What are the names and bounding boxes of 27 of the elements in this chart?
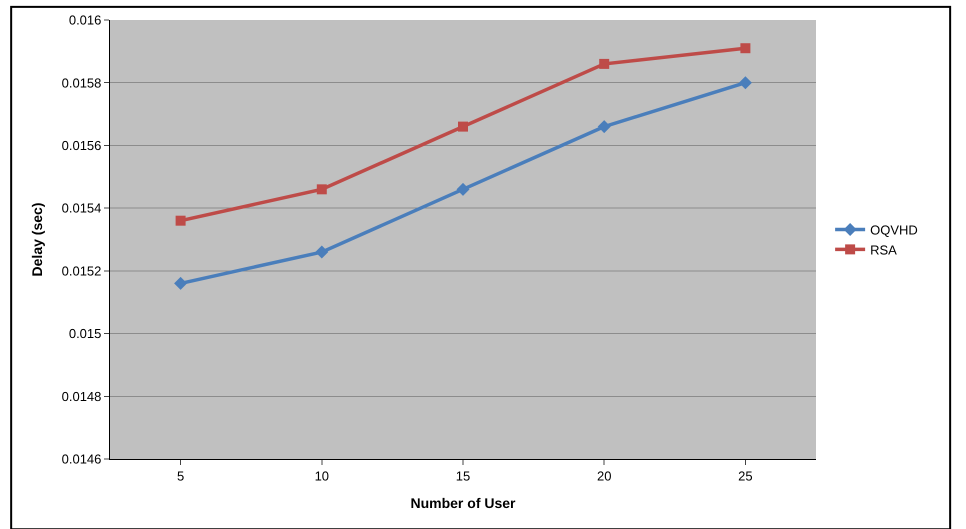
point — [456, 182, 470, 196]
point — [176, 216, 186, 226]
y-tick-label: 0.0158 — [62, 75, 102, 90]
y-tick-label: 0.0152 — [62, 263, 102, 278]
y-tick-label: 0.015 — [68, 326, 102, 342]
point — [174, 276, 188, 290]
x-tick-label: 20 — [596, 468, 612, 484]
point — [316, 184, 327, 194]
y-tick-label: 0.016 — [68, 12, 102, 28]
legend-label: OQVHD — [870, 222, 918, 238]
point — [315, 246, 328, 259]
point — [740, 43, 750, 54]
x-tick-label: 10 — [314, 468, 330, 484]
point — [598, 120, 611, 134]
y-tick-label: 0.0154 — [62, 200, 102, 216]
x-tick-label: 15 — [456, 468, 470, 484]
point — [738, 76, 752, 90]
point — [599, 58, 610, 69]
legend-label: RSA — [870, 242, 898, 258]
point — [458, 122, 468, 132]
x-tick-label: 5 — [176, 468, 184, 484]
y-tick-label: 0.0146 — [62, 452, 102, 467]
x-tick-label: 25 — [738, 468, 753, 484]
y-axis-title: Delay (sec) — [29, 202, 46, 276]
y-tick-label: 0.0148 — [62, 388, 102, 404]
y-tick-label: 0.0156 — [62, 138, 102, 153]
x-axis-title: Number of User — [410, 494, 516, 511]
